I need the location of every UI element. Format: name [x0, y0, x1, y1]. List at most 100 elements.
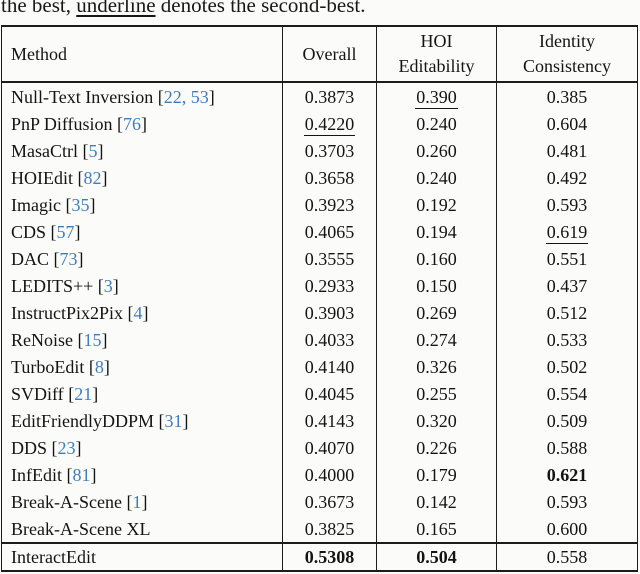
method-name: TurboEdit — [11, 356, 85, 377]
overall-value: 0.3555 — [282, 245, 377, 272]
identity-consistency-value: 0.492 — [496, 164, 638, 191]
table-row: PnP Diffusion [76] 0.4220 0.240 0.604 — [2, 110, 638, 137]
citation-close-bracket: ] — [182, 410, 189, 431]
citation-close-bracket: ] — [92, 383, 99, 404]
identity-consistency-value: 0.533 — [496, 326, 638, 353]
col-header-overall: Overall — [282, 26, 377, 83]
citation-link[interactable]: 1 — [132, 491, 142, 512]
table-row: DDS [23] 0.4070 0.226 0.588 — [2, 434, 638, 461]
hoi-editability-value: 0.192 — [376, 191, 497, 218]
hoi-editability-value: 0.142 — [376, 488, 497, 515]
overall-value: 0.5308 — [282, 542, 377, 571]
citation-close-bracket: ] — [141, 113, 148, 134]
table-row: SVDiff [21] 0.4045 0.255 0.554 — [2, 380, 638, 407]
citation-open-bracket: [ — [121, 491, 133, 512]
citation-link[interactable]: 8 — [94, 356, 104, 377]
identity-consistency-value: 0.593 — [496, 191, 638, 218]
citation-link[interactable]: 23 — [57, 437, 76, 458]
citation-close-bracket: ] — [89, 194, 96, 215]
citation-close-bracket: ] — [97, 140, 104, 161]
method-cell: DDS [23] — [2, 434, 283, 461]
identity-consistency-value: 0.619 — [496, 218, 638, 245]
citation-open-bracket: [ — [73, 329, 84, 350]
citation-link[interactable]: 57 — [56, 221, 75, 242]
citation-link[interactable]: 3 — [103, 275, 113, 296]
citation-link[interactable]: 76 — [123, 113, 142, 134]
overall-value: 0.3903 — [282, 299, 377, 326]
col-header-hoi-line2: Editability — [398, 56, 475, 76]
method-name: Break-A-Scene — [11, 491, 122, 512]
hoi-editability-value: 0.226 — [376, 434, 497, 461]
method-name: DAC — [11, 248, 50, 269]
caption-underlined-word: underline — [76, 0, 156, 17]
citation-link[interactable]: 82 — [83, 167, 102, 188]
hoi-editability-value: 0.179 — [376, 461, 497, 488]
overall-value: 0.4143 — [282, 407, 377, 434]
table-row-interactedit: InteractEdit 0.5308 0.504 0.558 — [1, 542, 638, 571]
overall-value: 0.3923 — [282, 191, 377, 218]
table-row: EditFriendlyDDPM [31] 0.4143 0.320 0.509 — [2, 407, 638, 434]
method-cell: Break-A-Scene [1] — [2, 488, 283, 515]
method-name: Null-Text Inversion — [11, 86, 154, 107]
method-cell: TurboEdit [8] — [2, 353, 283, 380]
citation-close-bracket: ] — [103, 356, 110, 377]
table-row: ReNoise [15] 0.4033 0.274 0.533 — [2, 326, 638, 353]
citation-open-bracket: [ — [73, 167, 84, 188]
method-name: Imagic — [11, 194, 61, 215]
method-name: CDS — [11, 221, 47, 242]
hoi-editability-value: 0.274 — [376, 326, 497, 353]
method-name: ReNoise — [11, 329, 73, 350]
col-header-method: Method — [1, 26, 283, 83]
hoi-editability-value: 0.150 — [376, 272, 497, 299]
citation-open-bracket: [ — [60, 194, 72, 215]
method-cell: LEDITS++ [3] — [2, 272, 283, 299]
overall-value: 0.3825 — [282, 515, 377, 543]
hoi-editability-value: 0.390 — [376, 82, 497, 110]
citation-open-bracket: [ — [112, 113, 124, 134]
col-header-identity-line2: Consistency — [523, 56, 611, 76]
citation-link[interactable]: 73 — [59, 248, 78, 269]
citation-link[interactable]: 15 — [83, 329, 102, 350]
hoi-editability-value: 0.194 — [376, 218, 497, 245]
results-table: Method Overall HOI Editability Identity … — [1, 25, 638, 572]
citation-link[interactable]: 22, 53 — [163, 86, 209, 107]
table-row: MasaCtrl [5] 0.3703 0.260 0.481 — [2, 137, 638, 164]
citation-link[interactable]: 21 — [74, 383, 93, 404]
overall-value: 0.3873 — [282, 82, 377, 110]
overall-value: 0.4065 — [282, 218, 377, 245]
overall-value: 0.3673 — [282, 488, 377, 515]
method-cell: Imagic [35] — [2, 191, 283, 218]
citation-open-bracket: [ — [154, 410, 165, 431]
overall-value: 0.4045 — [282, 380, 377, 407]
citation-open-bracket: [ — [63, 383, 75, 404]
method-cell: CDS [57] — [2, 218, 283, 245]
table-row: Break-A-Scene XL 0.3825 0.165 0.600 — [2, 515, 638, 543]
method-cell: MasaCtrl [5] — [2, 137, 283, 164]
citation-link[interactable]: 35 — [71, 194, 90, 215]
method-name: InfEdit — [11, 464, 62, 485]
method-cell: PnP Diffusion [76] — [2, 110, 283, 137]
method-name: LEDITS++ — [11, 275, 94, 296]
method-name: Break-A-Scene XL — [11, 518, 151, 539]
citation-close-bracket: ] — [142, 302, 149, 323]
citation-open-bracket: [ — [46, 221, 57, 242]
overall-value: 0.4220 — [282, 110, 377, 137]
method-cell: SVDiff [21] — [2, 380, 283, 407]
citation-link[interactable]: 5 — [88, 140, 98, 161]
overall-value: 0.4070 — [282, 434, 377, 461]
method-cell: EditFriendlyDDPM [31] — [2, 407, 283, 434]
citation-link[interactable]: 81 — [72, 464, 91, 485]
overall-value: 0.3658 — [282, 164, 377, 191]
col-header-identity-consistency: Identity Consistency — [496, 26, 638, 83]
identity-consistency-value: 0.554 — [496, 380, 638, 407]
citation-link[interactable]: 4 — [133, 302, 143, 323]
table-row: DAC [73] 0.3555 0.160 0.551 — [2, 245, 638, 272]
hoi-editability-value: 0.255 — [376, 380, 497, 407]
citation-close-bracket: ] — [208, 86, 215, 107]
overall-value: 0.2933 — [282, 272, 377, 299]
citation-link[interactable]: 31 — [164, 410, 183, 431]
citation-close-bracket: ] — [74, 221, 81, 242]
table-row: InfEdit [81] 0.4000 0.179 0.621 — [2, 461, 638, 488]
method-cell: InfEdit [81] — [2, 461, 283, 488]
col-header-hoi-editability: HOI Editability — [376, 26, 497, 83]
